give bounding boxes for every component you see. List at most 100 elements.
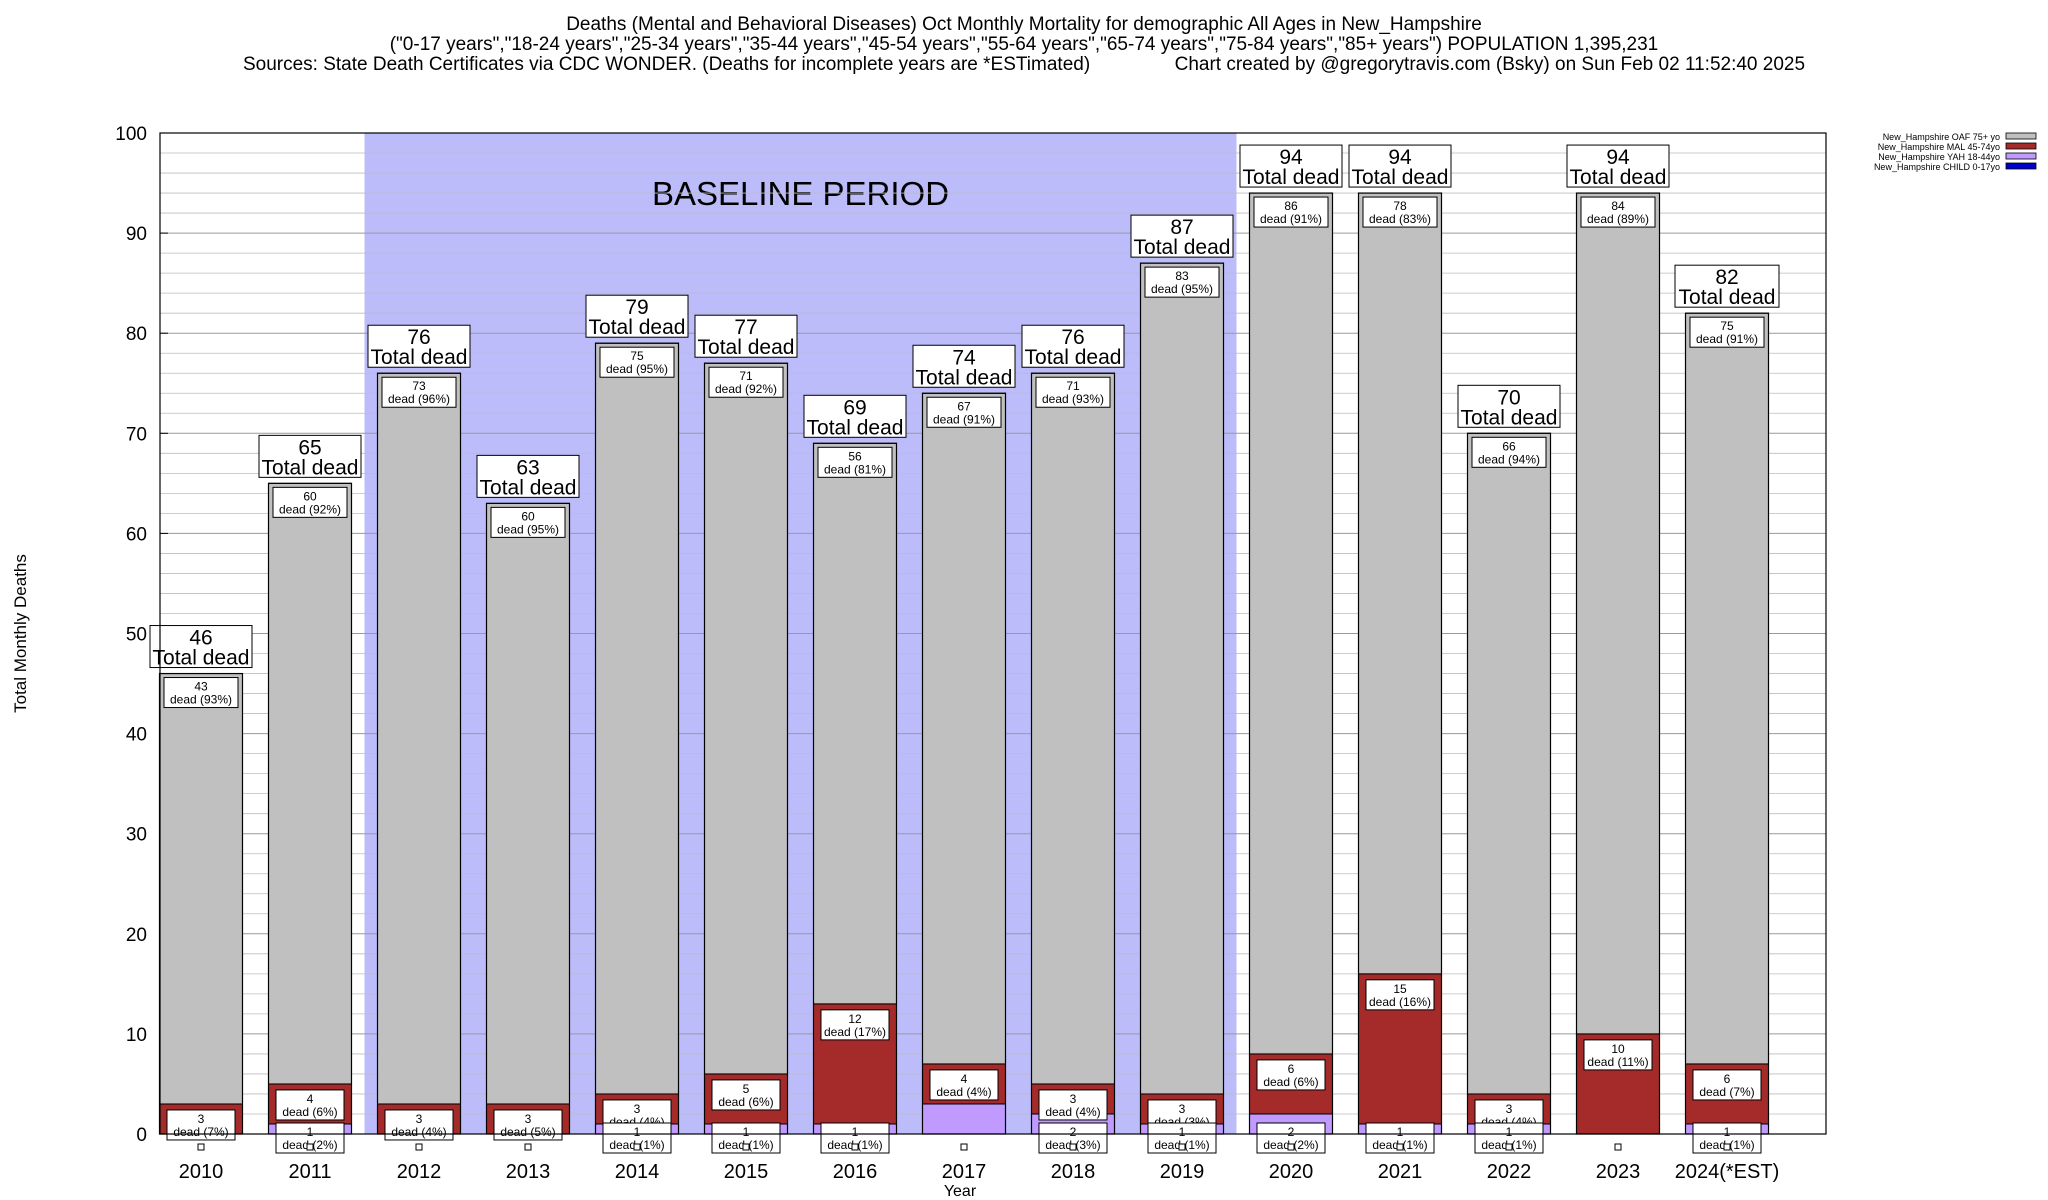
oaf-label-count: 78 xyxy=(1393,199,1407,213)
bar-segment-3 xyxy=(1140,262,1224,1095)
mal-label-box xyxy=(493,1109,563,1141)
total-label-value: 46 xyxy=(189,627,212,650)
total-label-value: 74 xyxy=(952,346,976,369)
total-label-text: Total dead xyxy=(262,456,359,479)
child-marker xyxy=(1069,1143,1077,1151)
total-label-text: Total dead xyxy=(1025,346,1122,369)
y-tick-label: 20 xyxy=(126,925,147,946)
total-label-value: 70 xyxy=(1497,386,1520,409)
total-label-text: Total dead xyxy=(807,416,904,439)
yah-label-count: 1 xyxy=(743,1125,750,1139)
oaf-label-pct: dead (91%) xyxy=(1696,332,1758,346)
child-marker xyxy=(1396,1143,1404,1151)
mal-label-box xyxy=(711,1079,781,1111)
total-label-value: 76 xyxy=(407,326,430,349)
total-label-box xyxy=(1239,144,1343,188)
total-label-text: Total dead xyxy=(1570,166,1667,189)
total-label-box xyxy=(1130,214,1234,258)
mal-label-box xyxy=(384,1109,454,1141)
oaf-label-count: 60 xyxy=(521,509,535,523)
mal-label-count: 6 xyxy=(1288,1062,1295,1076)
x-tick-label: 2012 xyxy=(397,1161,442,1183)
yah-label-count: 2 xyxy=(1288,1125,1295,1139)
total-label-text: Total dead xyxy=(371,346,468,369)
bar-segment-3 xyxy=(1358,192,1442,975)
mal-label-box xyxy=(929,1069,999,1101)
oaf-label-count: 43 xyxy=(194,680,208,694)
total-label-value: 87 xyxy=(1170,216,1193,239)
y-tick-label: 10 xyxy=(126,1025,147,1046)
oaf-label-pct: dead (96%) xyxy=(388,392,450,406)
child-marker xyxy=(306,1143,314,1151)
child-marker xyxy=(851,1143,859,1151)
legend-swatch xyxy=(2005,142,2037,150)
mal-label-pct: dead (7%) xyxy=(1699,1085,1754,1099)
oaf-label-box xyxy=(163,677,239,709)
bar-segment-3 xyxy=(813,442,897,1005)
total-label-value: 94 xyxy=(1606,146,1630,169)
child-marker xyxy=(960,1143,968,1151)
total-label-text: Total dead xyxy=(1134,236,1231,259)
oaf-label-box xyxy=(381,376,457,408)
yah-label-count: 1 xyxy=(852,1125,859,1139)
mal-label-pct: dead (11%) xyxy=(1587,1055,1648,1069)
x-tick-label: 2022 xyxy=(1487,1161,1532,1183)
total-label-value: 69 xyxy=(843,396,866,419)
total-label-text: Total dead xyxy=(698,336,795,359)
mal-label-count: 3 xyxy=(1506,1102,1513,1116)
oaf-label-count: 66 xyxy=(1502,439,1516,453)
oaf-label-pct: dead (81%) xyxy=(824,462,886,476)
mal-label-pct: dead (4%) xyxy=(936,1085,991,1099)
oaf-label-count: 75 xyxy=(630,349,644,363)
mal-label-box xyxy=(166,1109,236,1141)
mal-label-box xyxy=(820,1009,890,1041)
x-tick-label: 2017 xyxy=(942,1161,987,1183)
total-label-value: 94 xyxy=(1388,146,1412,169)
oaf-label-pct: dead (91%) xyxy=(933,412,995,426)
chart-subtitle: ("0-17 years","18-24 years","25-34 years… xyxy=(389,34,1659,55)
yah-label-count: 1 xyxy=(1179,1125,1186,1139)
mal-label-box xyxy=(1038,1089,1108,1121)
total-label-box xyxy=(367,324,471,368)
total-label-value: 76 xyxy=(1061,326,1084,349)
total-label-value: 77 xyxy=(734,316,757,339)
y-tick-label: 40 xyxy=(126,725,147,746)
total-label-box xyxy=(694,314,798,358)
mal-label-count: 3 xyxy=(1070,1092,1077,1106)
total-label-box xyxy=(1566,144,1670,188)
legend-label: New_Hampshire OAF 75+ yo xyxy=(1883,132,2000,142)
oaf-label-count: 75 xyxy=(1720,319,1734,333)
mal-label-count: 15 xyxy=(1393,982,1407,996)
x-tick-label: 2015 xyxy=(724,1161,769,1183)
child-marker xyxy=(1614,1143,1622,1151)
oaf-label-pct: dead (94%) xyxy=(1478,452,1540,466)
oaf-label-box xyxy=(1144,266,1220,298)
child-marker xyxy=(633,1143,641,1151)
mal-label-pct: dead (6%) xyxy=(718,1095,773,1109)
oaf-label-count: 84 xyxy=(1611,199,1625,213)
bar-segment-3 xyxy=(1249,192,1333,1055)
y-tick-label: 50 xyxy=(126,625,147,646)
x-tick-label: 2020 xyxy=(1269,1161,1314,1183)
mal-label-count: 6 xyxy=(1724,1072,1731,1086)
y-tick-label: 60 xyxy=(126,524,147,545)
mal-label-count: 3 xyxy=(1179,1102,1186,1116)
bar-segment-3 xyxy=(377,372,461,1105)
x-tick-label: 2011 xyxy=(288,1161,331,1183)
y-tick-label: 70 xyxy=(126,424,147,445)
mal-label-count: 10 xyxy=(1611,1042,1625,1056)
total-label-box xyxy=(585,294,689,338)
mal-label-count: 4 xyxy=(307,1092,314,1106)
oaf-label-box xyxy=(1580,196,1656,228)
oaf-label-box xyxy=(599,346,675,378)
mal-label-box xyxy=(275,1089,345,1121)
oaf-label-box xyxy=(817,446,893,478)
total-label-box xyxy=(1457,384,1561,428)
mal-label-box xyxy=(1365,979,1435,1011)
legend-label: New_Hampshire CHILD 0-17yo xyxy=(1874,162,2000,172)
oaf-label-box xyxy=(1035,376,1111,408)
mal-label-count: 5 xyxy=(743,1082,750,1096)
yah-label-count: 1 xyxy=(1724,1125,1731,1139)
total-label-text: Total dead xyxy=(1461,406,1558,429)
